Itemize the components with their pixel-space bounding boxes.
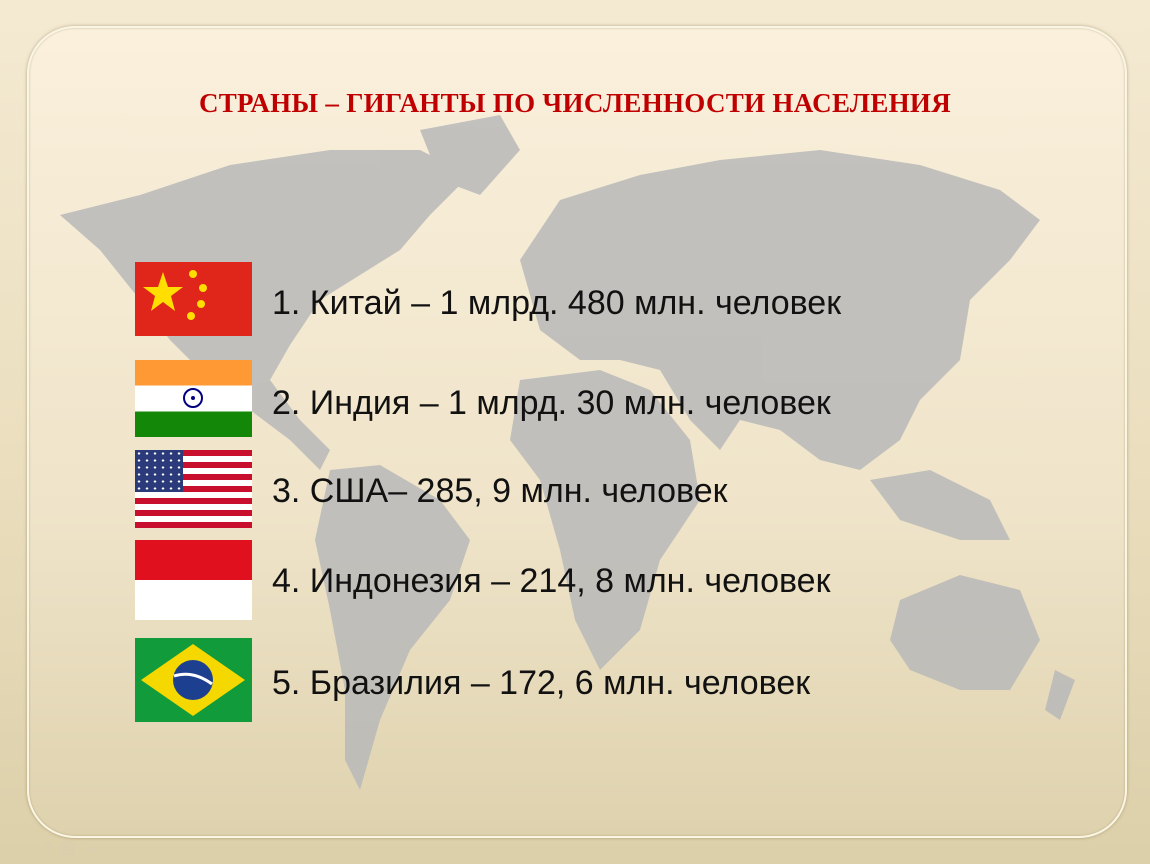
list-item-brazil: 5. Бразилия – 172, 6 млн. человек [272, 664, 811, 702]
list-item-india: 2. Индия – 1 млрд. 30 млн. человек [272, 384, 831, 422]
brazil-flag [135, 638, 252, 722]
list-item-indonesia: 4. Индонезия – 214, 8 млн. человек [272, 562, 831, 600]
indonesia-flag [135, 540, 252, 620]
south-america [315, 465, 470, 790]
north-america [60, 150, 470, 470]
greenland [420, 115, 520, 195]
india-flag [135, 360, 252, 437]
africa [510, 370, 700, 670]
slide-navigation-icons[interactable]: ←↗▤↘ [15, 840, 105, 857]
southeast-asia [870, 470, 1010, 540]
list-item-usa: 3. США– 285, 9 млн. человек [272, 472, 728, 510]
new-zealand [1045, 670, 1075, 720]
usa-flag [135, 450, 252, 528]
china-flag [135, 262, 252, 336]
list-item-china: 1. Китай – 1 млрд. 480 млн. человек [272, 284, 842, 322]
europe-asia [520, 150, 1040, 470]
australia [890, 575, 1040, 690]
slide-title: СТРАНЫ – ГИГАНТЫ ПО ЧИСЛЕННОСТИ НАСЕЛЕНИ… [198, 88, 952, 118]
